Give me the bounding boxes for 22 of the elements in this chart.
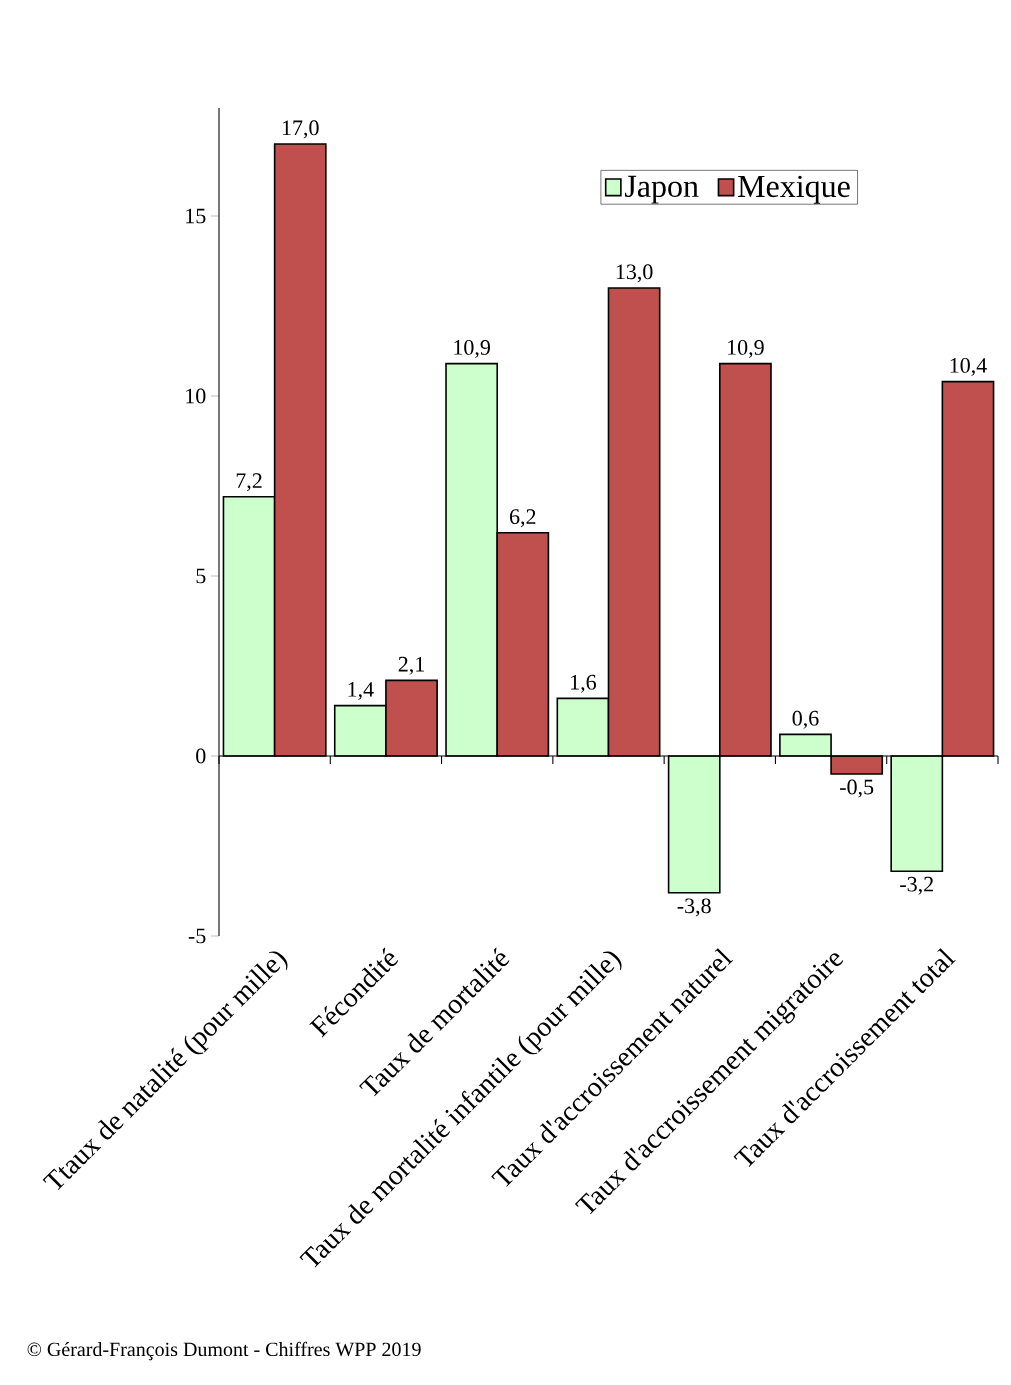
data-label: 10,9 [728,339,764,358]
text: © Gérard-François Dumont - Chiffres WPP 2019 [27,1341,421,1361]
y-tick-label: 10 [186,388,206,404]
data-label: -3,8 [677,898,711,917]
data-label: 2,1 [398,656,424,675]
legend-label: Mexique [738,175,850,204]
y-tick-label: 5 [196,568,206,584]
y-tick-label: 0 [196,748,206,764]
data-label: 7,2 [236,473,262,492]
data-label: 1,6 [571,674,597,693]
legend-label: Japon [625,175,699,204]
data-label: -0,5 [840,779,874,798]
data-label: -3,2 [900,876,933,895]
y-tick-label: -5 [188,928,206,944]
data-label: 0,6 [792,710,819,729]
y-tick-label: 15 [186,208,206,224]
data-label: 13,0 [616,264,653,283]
data-label: 1,4 [348,682,374,700]
data-label: 17,0 [282,120,319,139]
data-label: 10,4 [950,357,987,376]
data-label: 10,9 [454,339,490,358]
data-label: 6,2 [510,509,536,528]
